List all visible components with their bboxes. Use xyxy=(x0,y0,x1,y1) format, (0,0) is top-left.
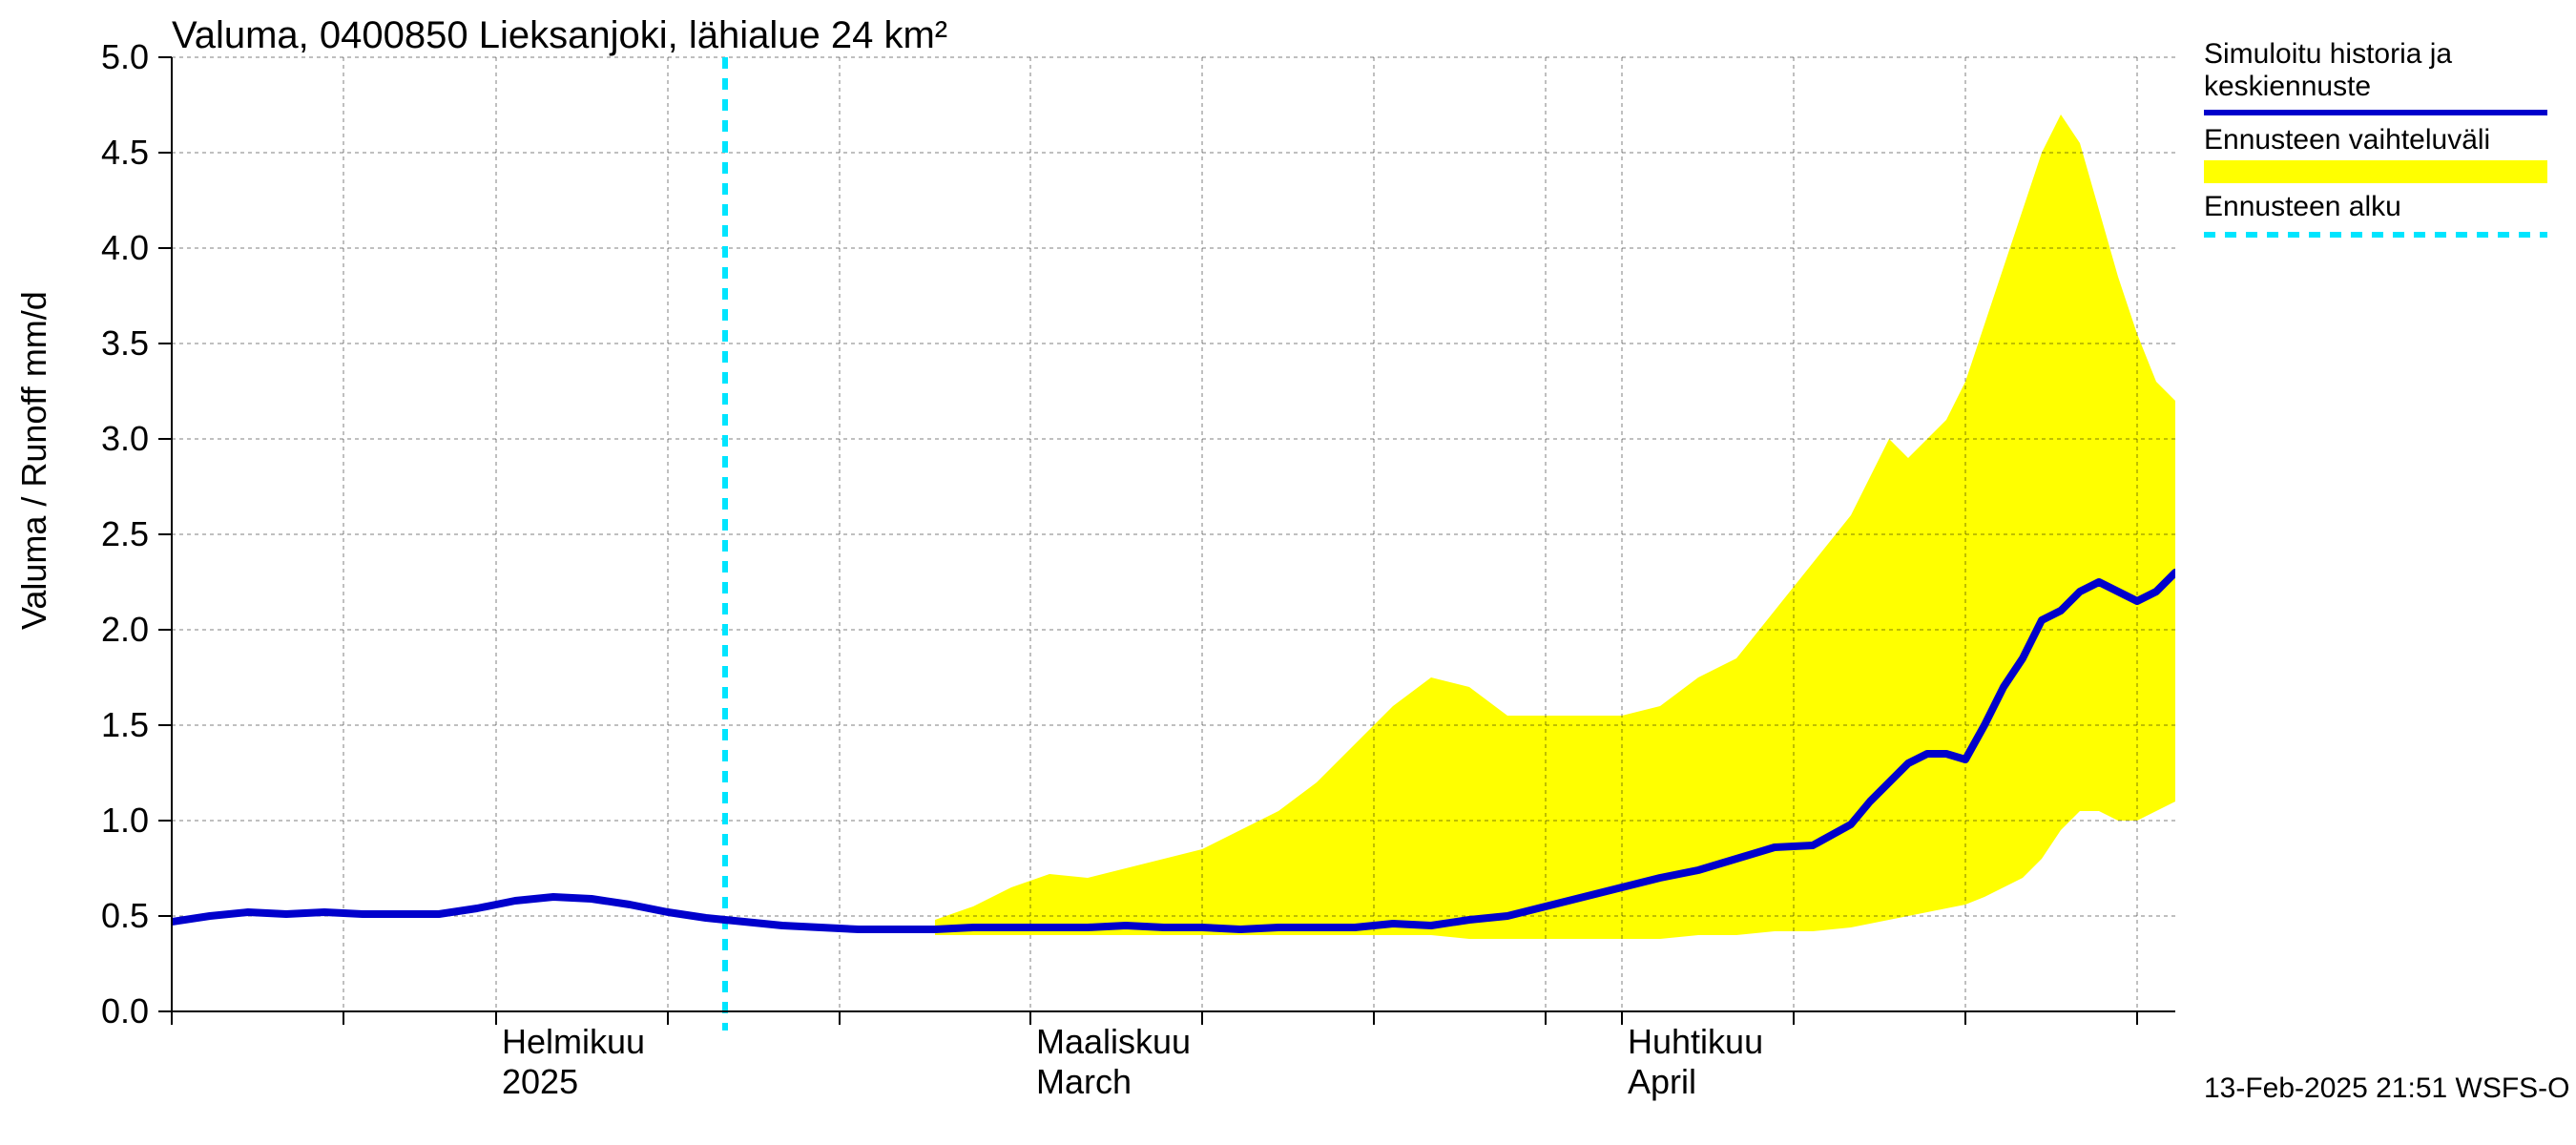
y-tick-label: 4.0 xyxy=(101,228,149,267)
y-tick-label: 4.5 xyxy=(101,133,149,172)
x-month-label: Helmikuu xyxy=(502,1022,645,1061)
y-tick-label: 0.5 xyxy=(101,896,149,935)
runoff-forecast-chart: 0.0 0.5 1.0 1.5 2.0 2.5 3.0 3.5 4.0 4.5 5.0 Helmiku… xyxy=(0,0,2576,1145)
y-tick-label: 2.0 xyxy=(101,610,149,649)
legend-label: Ennusteen vaihteluväli xyxy=(2204,124,2490,156)
legend-label: Ennusteen alku xyxy=(2204,191,2401,222)
x-month-sublabel: 2025 xyxy=(502,1062,578,1101)
y-tick-label: 1.0 xyxy=(101,801,149,840)
x-month-sublabel: March xyxy=(1036,1062,1132,1101)
y-tick-label: 2.5 xyxy=(101,514,149,553)
legend-swatch-icon xyxy=(2204,160,2547,183)
y-tick-label: 3.0 xyxy=(101,419,149,458)
x-month-label: Maaliskuu xyxy=(1036,1022,1191,1061)
chart-footer-timestamp: 13-Feb-2025 21:51 WSFS-O xyxy=(2204,1072,2570,1104)
legend-label: Simuloitu historia ja xyxy=(2204,38,2452,70)
y-tick-label: 5.0 xyxy=(101,37,149,76)
chart-title: Valuma, 0400850 Lieksanjoki, lähialue 24… xyxy=(172,14,947,56)
x-month-sublabel: April xyxy=(1628,1062,1696,1101)
x-month-label: Huhtikuu xyxy=(1628,1022,1763,1061)
legend-label: keskiennuste xyxy=(2204,71,2371,102)
y-tick-label: 1.5 xyxy=(101,705,149,744)
y-tick-label: 0.0 xyxy=(101,991,149,1030)
y-axis-label: Valuma / Runoff mm/d xyxy=(14,291,53,630)
y-tick-label: 3.5 xyxy=(101,323,149,363)
